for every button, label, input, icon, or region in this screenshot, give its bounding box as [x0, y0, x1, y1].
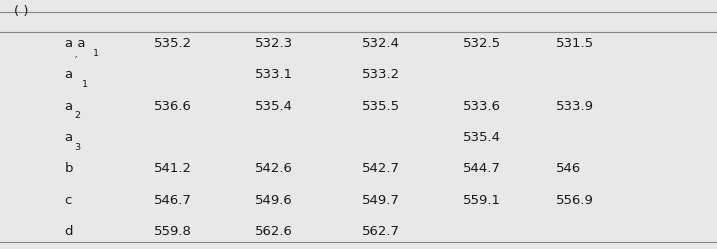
Text: a: a: [65, 68, 72, 81]
Text: 549.6: 549.6: [255, 194, 293, 207]
Text: a: a: [65, 131, 72, 144]
Text: 536.6: 536.6: [154, 100, 192, 113]
Text: a a: a a: [65, 37, 85, 50]
Text: 532.5: 532.5: [462, 37, 500, 50]
Text: 559.1: 559.1: [462, 194, 500, 207]
Text: 559.8: 559.8: [154, 225, 192, 238]
Text: 2: 2: [75, 111, 80, 120]
Text: 535.4: 535.4: [255, 100, 293, 113]
Text: 532.3: 532.3: [255, 37, 293, 50]
Text: 1: 1: [82, 80, 87, 89]
Text: 533.2: 533.2: [362, 68, 400, 81]
Text: 3: 3: [75, 142, 81, 152]
Text: 544.7: 544.7: [462, 162, 500, 175]
Text: 556.9: 556.9: [556, 194, 594, 207]
Text: 533.6: 533.6: [462, 100, 500, 113]
Text: ( ): ( ): [14, 5, 29, 18]
Text: 533.1: 533.1: [255, 68, 293, 81]
Text: 533.9: 533.9: [556, 100, 594, 113]
Text: b: b: [65, 162, 73, 175]
Text: 562.7: 562.7: [362, 225, 400, 238]
Text: 531.5: 531.5: [556, 37, 594, 50]
Text: 535.2: 535.2: [154, 37, 192, 50]
Text: a: a: [65, 100, 72, 113]
Text: 546.7: 546.7: [154, 194, 192, 207]
Text: 535.4: 535.4: [462, 131, 500, 144]
Text: 542.6: 542.6: [255, 162, 293, 175]
Text: 1: 1: [93, 49, 99, 58]
Text: 542.7: 542.7: [362, 162, 400, 175]
Text: 549.7: 549.7: [362, 194, 400, 207]
Text: 562.6: 562.6: [255, 225, 293, 238]
Text: 535.5: 535.5: [362, 100, 400, 113]
Text: 546: 546: [556, 162, 581, 175]
Text: d: d: [65, 225, 73, 238]
Text: 541.2: 541.2: [154, 162, 192, 175]
Text: c: c: [65, 194, 72, 207]
Text: 532.4: 532.4: [362, 37, 400, 50]
Text: ′: ′: [75, 56, 77, 66]
